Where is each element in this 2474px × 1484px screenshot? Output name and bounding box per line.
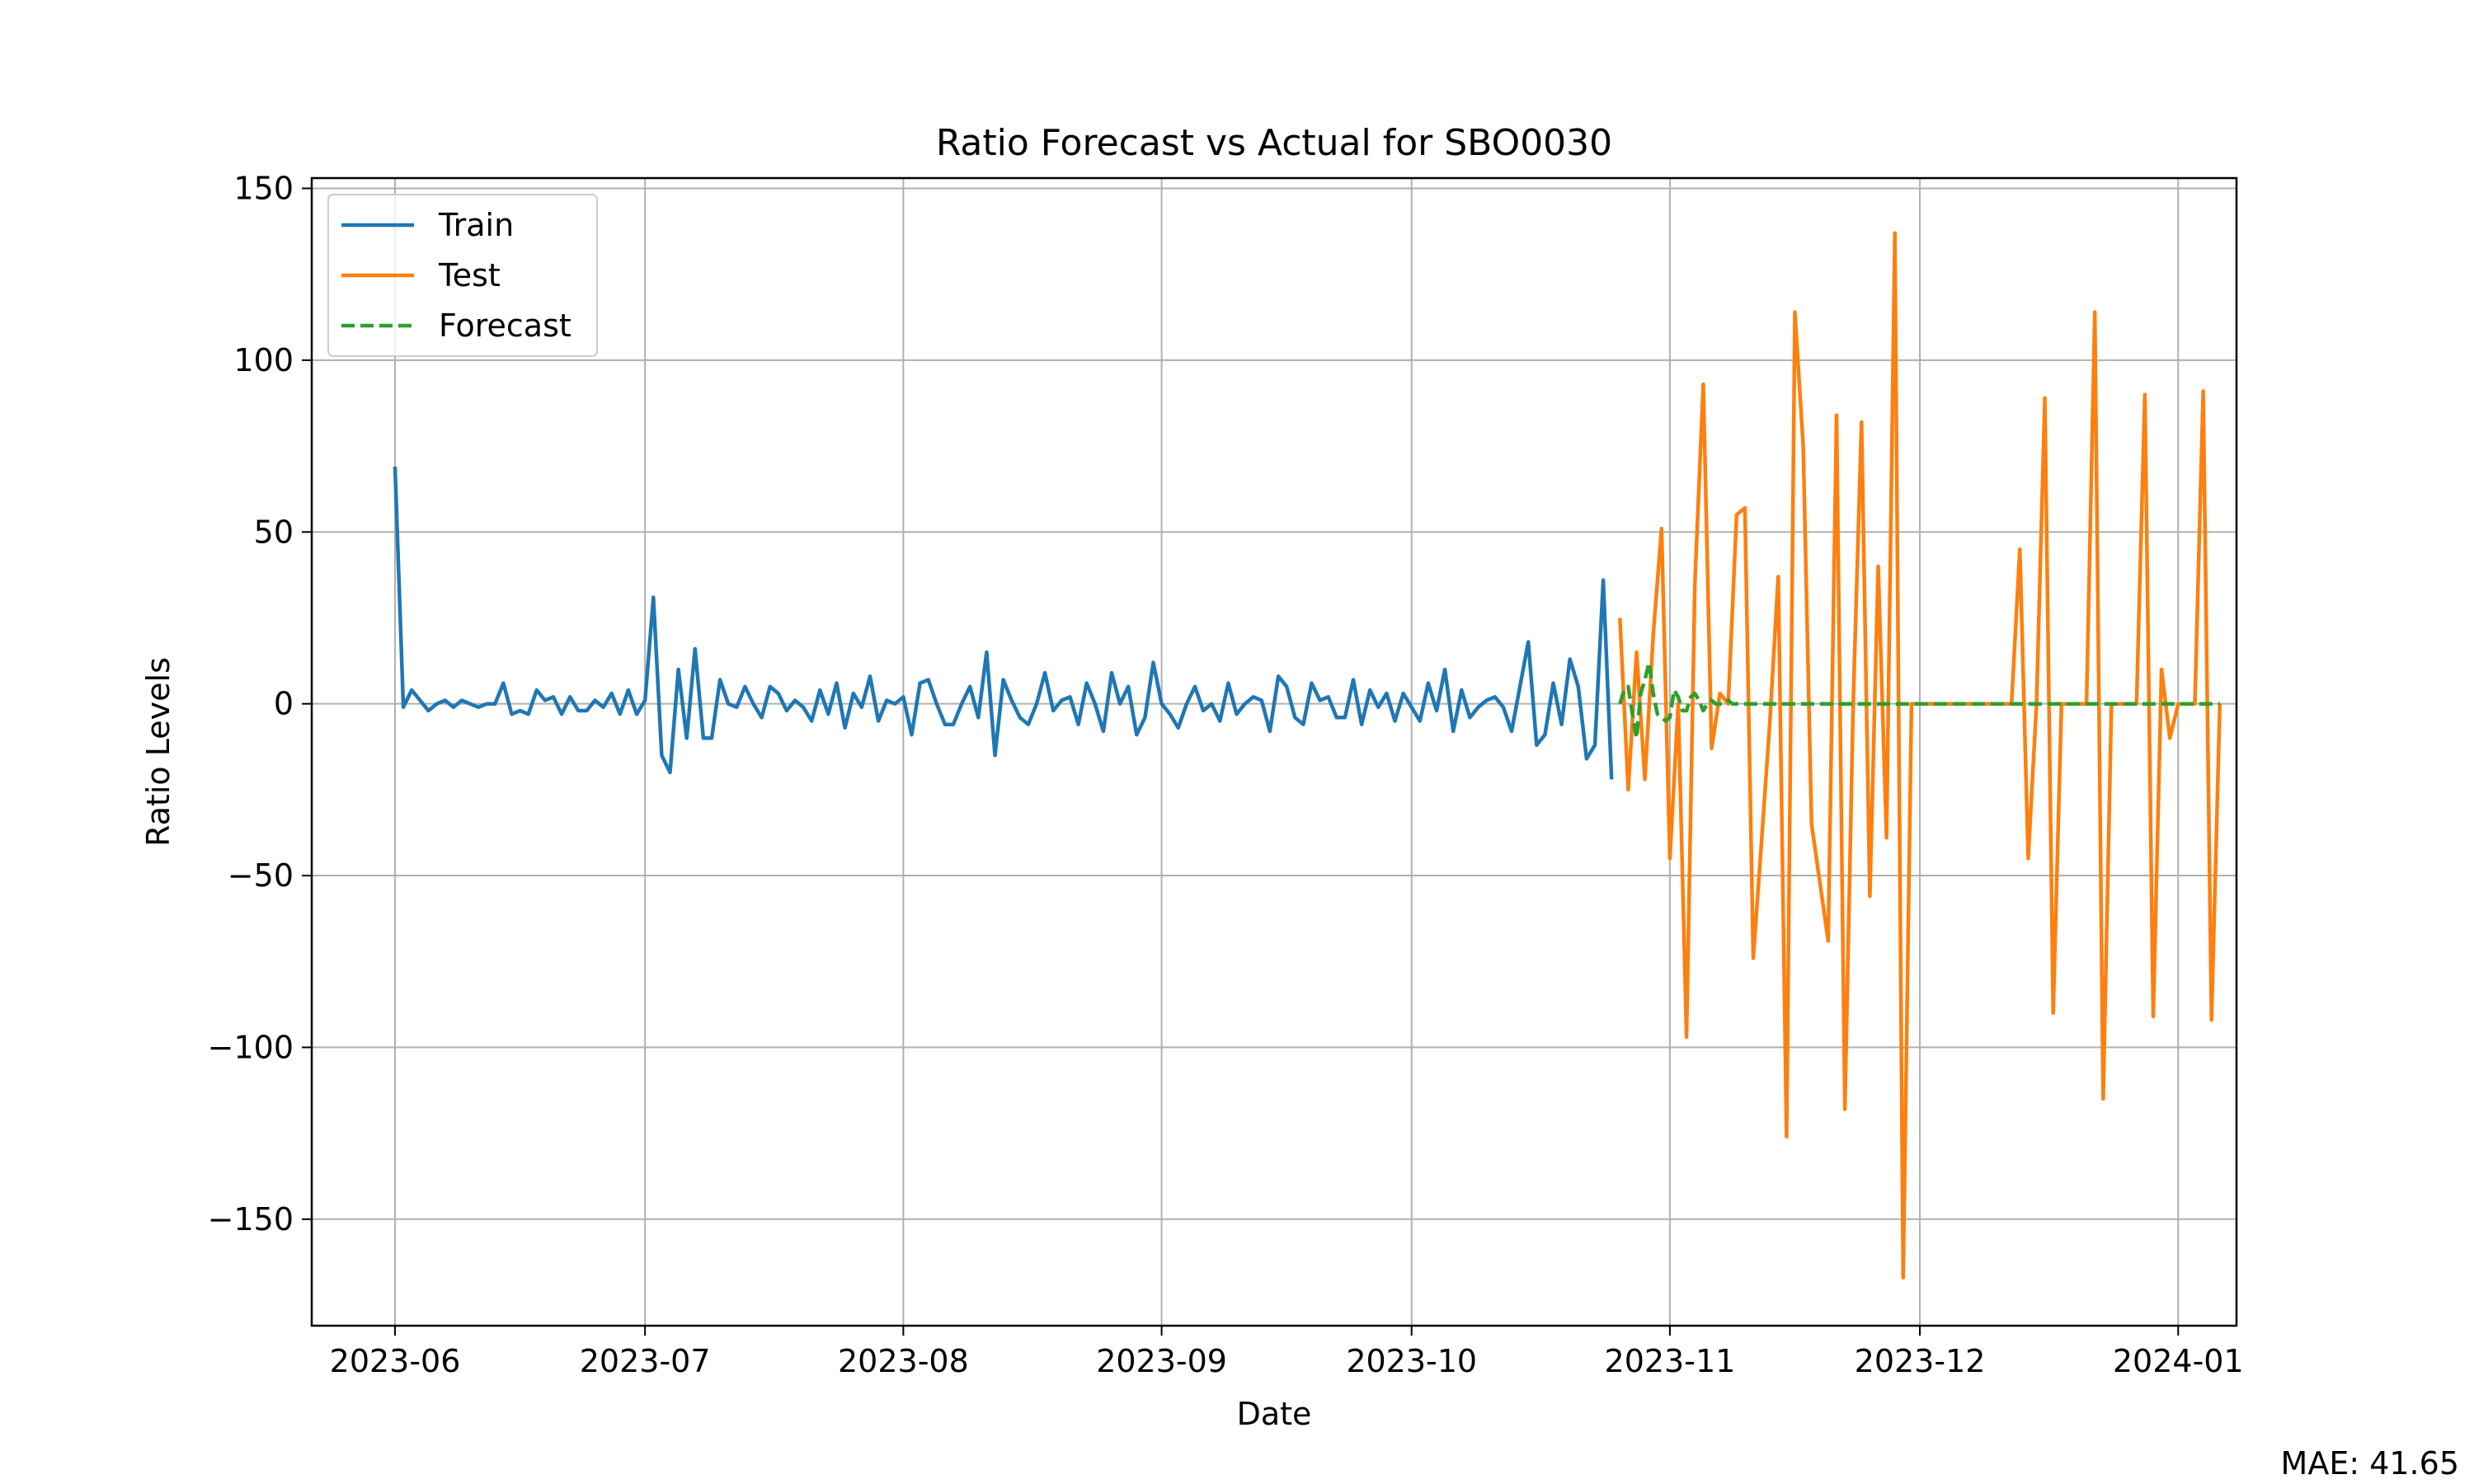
x-tick-label: 2023-12 — [1855, 1343, 1986, 1379]
plot-frame — [310, 176, 2238, 1327]
x-tick-label: 2023-11 — [1605, 1343, 1736, 1379]
y-tick-label: 150 — [233, 171, 294, 207]
mae-label: MAE: 41.65 — [2281, 1445, 2459, 1482]
y-tick-label: 50 — [254, 514, 294, 550]
series-train-line — [393, 467, 1614, 780]
x-axis: 2023-06 2023-07 2023-08 2023-09 2023-10 2023-… — [330, 1326, 2244, 1379]
x-tick-label: 2023-06 — [330, 1343, 461, 1379]
x-tick-label: 2024-01 — [2113, 1343, 2244, 1379]
y-tick-label: 0 — [274, 686, 294, 722]
x-tick-label: 2023-08 — [838, 1343, 969, 1379]
y-tick-label: −100 — [208, 1029, 294, 1065]
y-axis-label: Ratio Levels — [140, 657, 176, 847]
series-layer — [393, 231, 2222, 1280]
legend-label-forecast: Forecast — [439, 308, 571, 344]
legend: Train Test Forecast — [327, 194, 598, 357]
series-forecast-line — [1618, 660, 2220, 740]
legend-label-test: Test — [438, 257, 501, 294]
legend-label-train: Train — [438, 207, 514, 243]
y-tick-label: 100 — [233, 342, 294, 378]
y-tick-label: −150 — [208, 1201, 294, 1237]
legend-box — [327, 194, 598, 357]
y-axis: 150 100 50 0 −50 −100 −150 — [208, 171, 312, 1237]
x-tick-label: 2023-09 — [1096, 1343, 1227, 1379]
x-axis-label: Date — [1237, 1396, 1312, 1432]
y-tick-label: −50 — [228, 857, 294, 894]
grid-lines — [312, 178, 2236, 1326]
x-tick-label: 2023-10 — [1346, 1343, 1477, 1379]
x-tick-label: 2023-07 — [580, 1343, 711, 1379]
chart-title: Ratio Forecast vs Actual for SBO0030 — [936, 122, 1612, 164]
